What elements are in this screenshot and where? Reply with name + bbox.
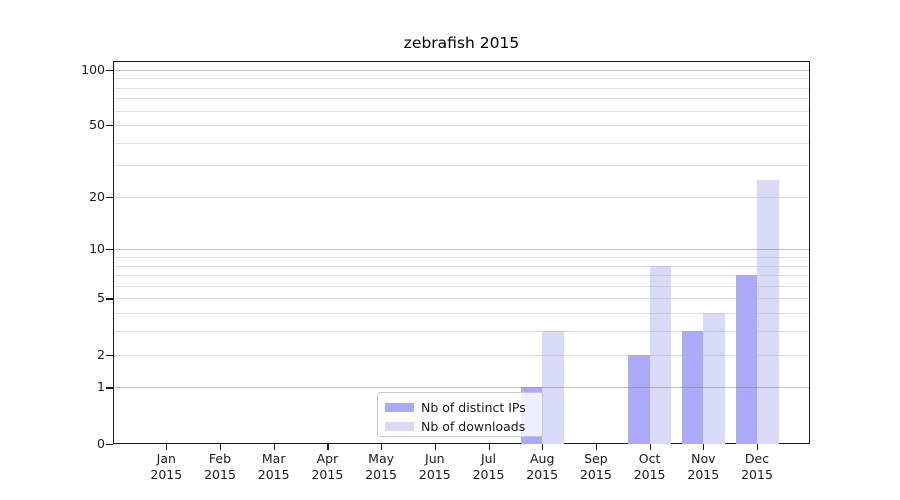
y-tick-0 [106, 443, 113, 445]
x-tick-aug [542, 444, 544, 450]
x-tick-jan [166, 444, 168, 450]
x-tick-jun [434, 444, 436, 450]
y-tick-5 [106, 298, 113, 300]
x-tick-label-apr: Apr 2015 [311, 451, 344, 482]
bar-dec-downloads [757, 179, 779, 444]
x-tick-may [381, 444, 383, 450]
x-tick-oct [649, 444, 651, 450]
y-tick-label-2: 2 [97, 346, 105, 362]
bar-nov-distinct-ips [681, 331, 704, 444]
y-tick-100 [106, 69, 113, 71]
x-tick-label-dec: Dec 2015 [741, 451, 773, 482]
legend-item-distinct-ips: Nb of distinct IPs [385, 399, 526, 415]
x-tick-apr [327, 444, 329, 450]
y-tick-label-5: 5 [97, 290, 105, 306]
y-tick-1 [106, 387, 113, 389]
legend-label-downloads: Nb of downloads [421, 418, 526, 434]
x-tick-label-jan: Jan 2015 [150, 451, 183, 482]
y-tick-label-10: 10 [89, 241, 105, 257]
legend-swatch-distinct-ips [385, 402, 414, 412]
x-tick-mar [273, 444, 275, 450]
y-tick-label-100: 100 [81, 61, 105, 77]
x-tick-nov [703, 444, 705, 450]
bar-aug-downloads [542, 331, 564, 444]
bar-oct-downloads [649, 265, 672, 444]
x-tick-dec [757, 444, 759, 450]
bar-dec-distinct-ips [735, 275, 757, 444]
bar-nov-downloads [703, 313, 725, 444]
x-tick-label-feb: Feb 2015 [204, 451, 236, 482]
y-tick-10 [106, 249, 113, 251]
chart-title: zebrafish 2015 [403, 34, 520, 52]
y-tick-20 [106, 196, 113, 199]
y-tick-2 [106, 354, 113, 356]
y-tick-label-20: 20 [89, 188, 105, 204]
y-tick-50 [106, 125, 113, 127]
x-tick-label-oct: Oct 2015 [633, 451, 666, 482]
legend: Nb of distinct IPs Nb of downloads [377, 392, 543, 437]
x-tick-label-mar: Mar 2015 [257, 451, 290, 482]
x-tick-label-aug: Aug 2015 [526, 451, 559, 482]
bar-oct-distinct-ips [628, 354, 650, 444]
legend-item-downloads: Nb of downloads [385, 418, 525, 434]
y-tick-label-1: 1 [97, 379, 105, 395]
x-tick-sep [595, 444, 598, 450]
x-tick-jul [488, 444, 490, 450]
x-tick-label-may: May 2015 [365, 451, 397, 482]
x-tick-label-jul: Jul 2015 [472, 451, 505, 482]
legend-label-distinct-ips: Nb of distinct IPs [421, 399, 526, 415]
x-tick-label-sep: Sep 2015 [579, 451, 612, 482]
x-tick-label-jun: Jun 2015 [418, 451, 451, 482]
legend-swatch-downloads [385, 421, 414, 431]
x-tick-feb [220, 444, 222, 450]
x-tick-label-nov: Nov 2015 [687, 451, 720, 482]
y-tick-label-50: 50 [89, 117, 105, 132]
y-tick-label-0: 0 [97, 435, 105, 451]
